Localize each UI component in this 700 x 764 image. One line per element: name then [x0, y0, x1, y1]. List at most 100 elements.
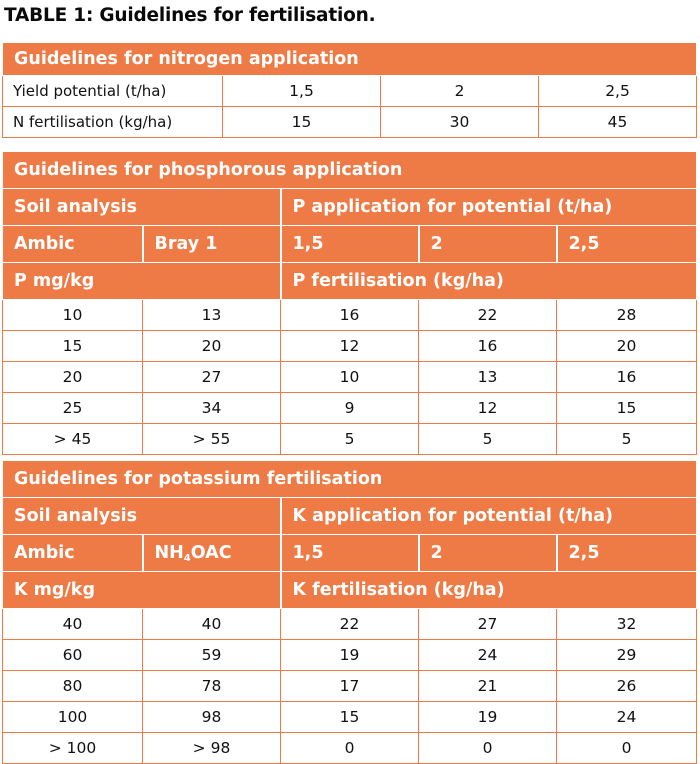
nh4oac-prefix: NH — [154, 543, 184, 563]
row-label: Yield potential (t/ha) — [2, 75, 223, 107]
table-cell: 2,5 — [537, 75, 698, 107]
table-row: 80 78 17 21 26 — [2, 670, 698, 702]
table-cell: 60 — [2, 639, 143, 671]
fertilisation-label: K fertilisation (kg/ha) — [279, 571, 698, 609]
nitrogen-header-row: Guidelines for nitrogen application — [1, 42, 698, 76]
table-cell: 20 — [2, 361, 143, 393]
table-cell: 26 — [555, 670, 698, 702]
table-cell: 78 — [142, 670, 281, 702]
table-cell: 13 — [418, 361, 557, 393]
table-cell: 19 — [280, 639, 419, 671]
table-cell: 0 — [418, 732, 557, 764]
col-potential: 2 — [417, 534, 557, 572]
table-cell: 19 — [418, 701, 557, 733]
table-cell: 12 — [280, 330, 419, 362]
table-cell: 1,5 — [222, 75, 381, 107]
table-cell: 0 — [280, 732, 419, 764]
nitrogen-table: Guidelines for nitrogen application Yiel… — [1, 42, 698, 138]
table-cell: 12 — [418, 392, 557, 424]
table-title: TABLE 1: Guidelines for fertilisation. — [4, 5, 376, 26]
col-potential: 2,5 — [555, 534, 698, 572]
soil-analysis-header: Soil analysis — [2, 188, 281, 226]
table-cell: 2 — [380, 75, 539, 107]
phosphorous-column-row: Ambic Bray 1 1,5 2 2,5 — [2, 225, 698, 263]
nh4oac-subscript: 4 — [183, 553, 191, 564]
table-cell: > 100 — [2, 732, 143, 764]
table-cell: 45 — [537, 106, 698, 138]
table-cell: 25 — [2, 392, 143, 424]
table-cell: 5 — [418, 423, 557, 455]
table-cell: 24 — [555, 701, 698, 733]
table-cell: > 55 — [142, 423, 281, 455]
table-cell: 15 — [555, 392, 698, 424]
table-cell: > 45 — [2, 423, 143, 455]
table-cell: 22 — [418, 299, 557, 331]
nitrogen-heading: Guidelines for nitrogen application — [1, 42, 698, 76]
table-cell: 27 — [418, 608, 557, 640]
table-cell: > 98 — [142, 732, 281, 764]
table-cell: 30 — [380, 106, 539, 138]
table-row: > 45 > 55 5 5 5 — [2, 423, 698, 455]
potassium-subheader-row: Soil analysis K application for potentia… — [2, 497, 698, 535]
potassium-header-row: Guidelines for potassium fertilisation — [1, 460, 698, 498]
table-cell: 22 — [280, 608, 419, 640]
table-cell: 15 — [280, 701, 419, 733]
col-ambic: Ambic — [2, 534, 143, 572]
table-cell: 98 — [142, 701, 281, 733]
col-ambic: Ambic — [2, 225, 143, 263]
col-potential: 2 — [417, 225, 557, 263]
table-cell: 80 — [2, 670, 143, 702]
table-cell: 40 — [2, 608, 143, 640]
table-cell: 32 — [555, 608, 698, 640]
phosphorous-heading: Guidelines for phosphorous application — [1, 151, 698, 189]
table-row: 25 34 9 12 15 — [2, 392, 698, 424]
table-row: 40 40 22 27 32 — [2, 608, 698, 640]
unit-label: K mg/kg — [2, 571, 281, 609]
table-cell: 21 — [418, 670, 557, 702]
table-cell: 16 — [418, 330, 557, 362]
table-row: 100 98 15 19 24 — [2, 701, 698, 733]
potassium-table: Guidelines for potassium fertilisation S… — [1, 460, 698, 764]
table-cell: 5 — [280, 423, 419, 455]
table-cell: 10 — [280, 361, 419, 393]
table-cell: 20 — [142, 330, 281, 362]
table-cell: 100 — [2, 701, 143, 733]
table-cell: 17 — [280, 670, 419, 702]
table-cell: 15 — [2, 330, 143, 362]
col-potential: 1,5 — [279, 534, 419, 572]
table-cell: 16 — [555, 361, 698, 393]
table-cell: 29 — [555, 639, 698, 671]
col-potential: 2,5 — [555, 225, 698, 263]
table-cell: 13 — [142, 299, 281, 331]
potassium-unit-row: K mg/kg K fertilisation (kg/ha) — [2, 571, 698, 609]
table-cell: 9 — [280, 392, 419, 424]
application-header: K application for potential (t/ha) — [279, 497, 698, 535]
table-cell: 40 — [142, 608, 281, 640]
potassium-column-row: Ambic NH4OAC 1,5 2 2,5 — [2, 534, 698, 572]
soil-analysis-header: Soil analysis — [2, 497, 281, 535]
application-header: P application for potential (t/ha) — [279, 188, 698, 226]
table-row: 15 20 12 16 20 — [2, 330, 698, 362]
table-row: Yield potential (t/ha) 1,5 2 2,5 — [2, 75, 698, 107]
nh4oac-suffix: OAC — [190, 543, 232, 563]
table-cell: 10 — [2, 299, 143, 331]
col-potential: 1,5 — [279, 225, 419, 263]
col-nh4oac: NH4OAC — [141, 534, 281, 572]
table-cell: 28 — [555, 299, 698, 331]
phosphorous-unit-row: P mg/kg P fertilisation (kg/ha) — [2, 262, 698, 300]
table-cell: 27 — [142, 361, 281, 393]
col-bray: Bray 1 — [141, 225, 281, 263]
phosphorous-table: Guidelines for phosphorous application S… — [1, 151, 698, 455]
table-cell: 34 — [142, 392, 281, 424]
table-row: 10 13 16 22 28 — [2, 299, 698, 331]
phosphorous-subheader-row: Soil analysis P application for potentia… — [2, 188, 698, 226]
potassium-heading: Guidelines for potassium fertilisation — [1, 460, 698, 498]
table-cell: 15 — [222, 106, 381, 138]
table-cell: 59 — [142, 639, 281, 671]
table-cell: 5 — [555, 423, 698, 455]
fertilisation-label: P fertilisation (kg/ha) — [279, 262, 698, 300]
row-label: N fertilisation (kg/ha) — [2, 106, 223, 138]
table-cell: 16 — [280, 299, 419, 331]
table-cell: 24 — [418, 639, 557, 671]
phosphorous-header-row: Guidelines for phosphorous application — [1, 151, 698, 189]
